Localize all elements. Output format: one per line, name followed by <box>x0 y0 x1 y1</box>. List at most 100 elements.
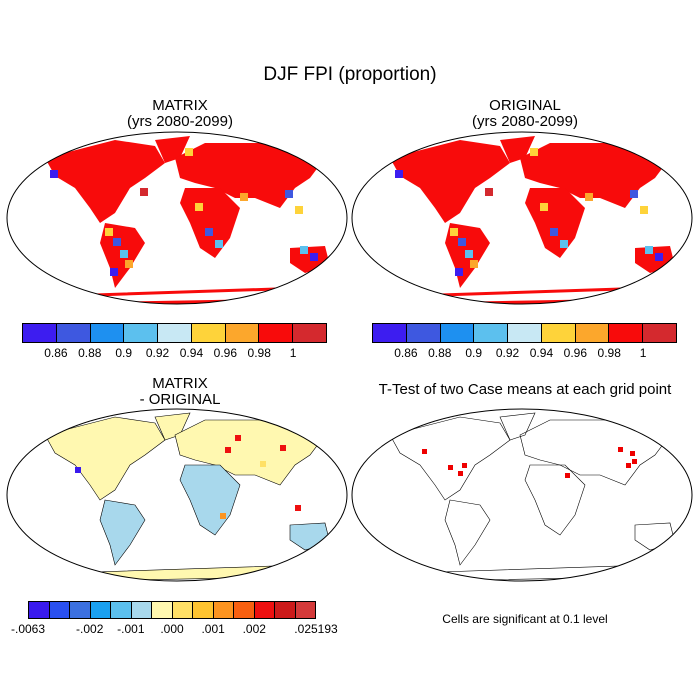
colorbar-swatch <box>373 324 407 342</box>
patch <box>295 206 303 214</box>
colorbar-swatch <box>609 324 644 342</box>
map-original <box>351 131 693 305</box>
patch <box>215 240 223 248</box>
colorbar-label: 0.9 <box>465 346 482 360</box>
patch <box>105 228 113 236</box>
patch <box>205 228 213 236</box>
map-difference <box>6 408 348 582</box>
patch <box>645 246 653 254</box>
colorbar-label: -.001 <box>117 622 145 636</box>
map-border <box>351 408 693 582</box>
colorbar-label: 0.94 <box>529 346 554 360</box>
north-america-land <box>390 140 510 223</box>
colorbar-swatch <box>124 324 159 342</box>
greenland-land <box>500 136 535 163</box>
colorbar-swatch <box>29 602 50 618</box>
colorbar-swatch <box>275 602 296 618</box>
colorbar-difference <box>28 601 316 619</box>
colorbar-swatch <box>131 602 152 618</box>
north-america-outline <box>389 416 511 501</box>
patch <box>395 170 403 178</box>
significant-cell <box>626 463 631 468</box>
colorbar-swatch <box>225 324 260 342</box>
greenland-outline <box>499 412 536 441</box>
patch <box>75 467 81 473</box>
africa-land <box>180 188 240 258</box>
colorbar-swatch <box>23 324 57 342</box>
significant-cell <box>618 447 623 452</box>
colorbar-label: 0.86 <box>394 346 418 360</box>
patch <box>655 253 663 261</box>
colorbar-matrix <box>22 323 327 343</box>
patch <box>550 228 558 236</box>
patch <box>125 260 133 268</box>
patch <box>185 148 193 156</box>
patch <box>110 268 118 276</box>
colorbar-swatch <box>508 324 542 342</box>
colorbar-swatch <box>90 324 125 342</box>
patch <box>225 447 231 453</box>
colorbar-difference-labels: -.0063 -.002 -.001 .000 .001 .002 .025193 <box>11 622 338 638</box>
map-border <box>6 408 348 582</box>
patch <box>470 260 478 268</box>
patch <box>300 246 308 254</box>
patch <box>585 193 593 201</box>
colorbar-label: 0.9 <box>115 346 132 360</box>
map-border <box>6 131 348 305</box>
figure-title: DJF FPI (proportion) <box>263 64 437 85</box>
colorbar-swatch <box>440 324 475 342</box>
colorbar-swatch <box>474 324 509 342</box>
colorbar-swatch <box>70 602 91 618</box>
colorbar-label: 1 <box>289 346 297 360</box>
colorbar-label: 0.86 <box>44 346 68 360</box>
patch <box>455 268 463 276</box>
patch <box>113 238 121 246</box>
patch <box>530 148 538 156</box>
patch <box>45 429 51 435</box>
map-ttest <box>351 408 693 582</box>
panel-title-difference: MATRIX - ORIGINAL <box>139 375 221 408</box>
colorbar-swatch <box>406 324 441 342</box>
patch <box>560 240 568 248</box>
australia-outline <box>634 522 676 551</box>
patch <box>240 193 248 201</box>
significant-cell <box>632 459 637 464</box>
panel-title-original: ORIGINAL (yrs 2080-2099) <box>472 97 578 130</box>
patch <box>485 188 493 196</box>
colorbar-label: .025193 <box>294 622 338 636</box>
colorbar-swatch <box>152 602 173 618</box>
colorbar-swatch <box>259 324 294 342</box>
map-matrix <box>6 131 348 305</box>
colorbar-label: 0.96 <box>563 346 588 360</box>
colorbar-swatch <box>293 324 327 342</box>
patch <box>458 238 466 246</box>
panel-title-ttest: T-Test of two Case means at each grid po… <box>378 381 672 398</box>
colorbar-label: 0.98 <box>247 346 271 360</box>
patch <box>235 435 241 441</box>
significant-cell <box>458 471 463 476</box>
colorbar-swatch <box>213 602 234 618</box>
colorbar-label: -.002 <box>76 622 104 636</box>
south-america-outline <box>444 499 491 566</box>
significant-cell <box>565 473 570 478</box>
colorbar-original-labels: 0.86 0.88 0.9 0.92 0.94 0.96 0.98 1 <box>372 346 677 362</box>
colorbar-swatch <box>172 602 193 618</box>
patch <box>285 190 293 198</box>
colorbar-label: 0.96 <box>213 346 238 360</box>
colorbar-label: .000 <box>160 622 184 636</box>
colorbar-label: 0.92 <box>495 346 520 360</box>
colorbar-label: .002 <box>242 622 266 636</box>
colorbar-swatch <box>56 324 91 342</box>
map-border <box>351 131 693 305</box>
eurasia-outline <box>519 419 671 486</box>
colorbar-label: 0.88 <box>428 346 452 360</box>
significant-cell <box>630 451 635 456</box>
patch <box>50 170 58 178</box>
colorbar-swatch <box>234 602 255 618</box>
colorbar-swatch <box>111 602 132 618</box>
africa-land <box>179 464 241 536</box>
patch <box>195 203 203 211</box>
patch <box>640 206 648 214</box>
colorbar-swatch <box>90 602 111 618</box>
colorbar-label: 1 <box>639 346 647 360</box>
